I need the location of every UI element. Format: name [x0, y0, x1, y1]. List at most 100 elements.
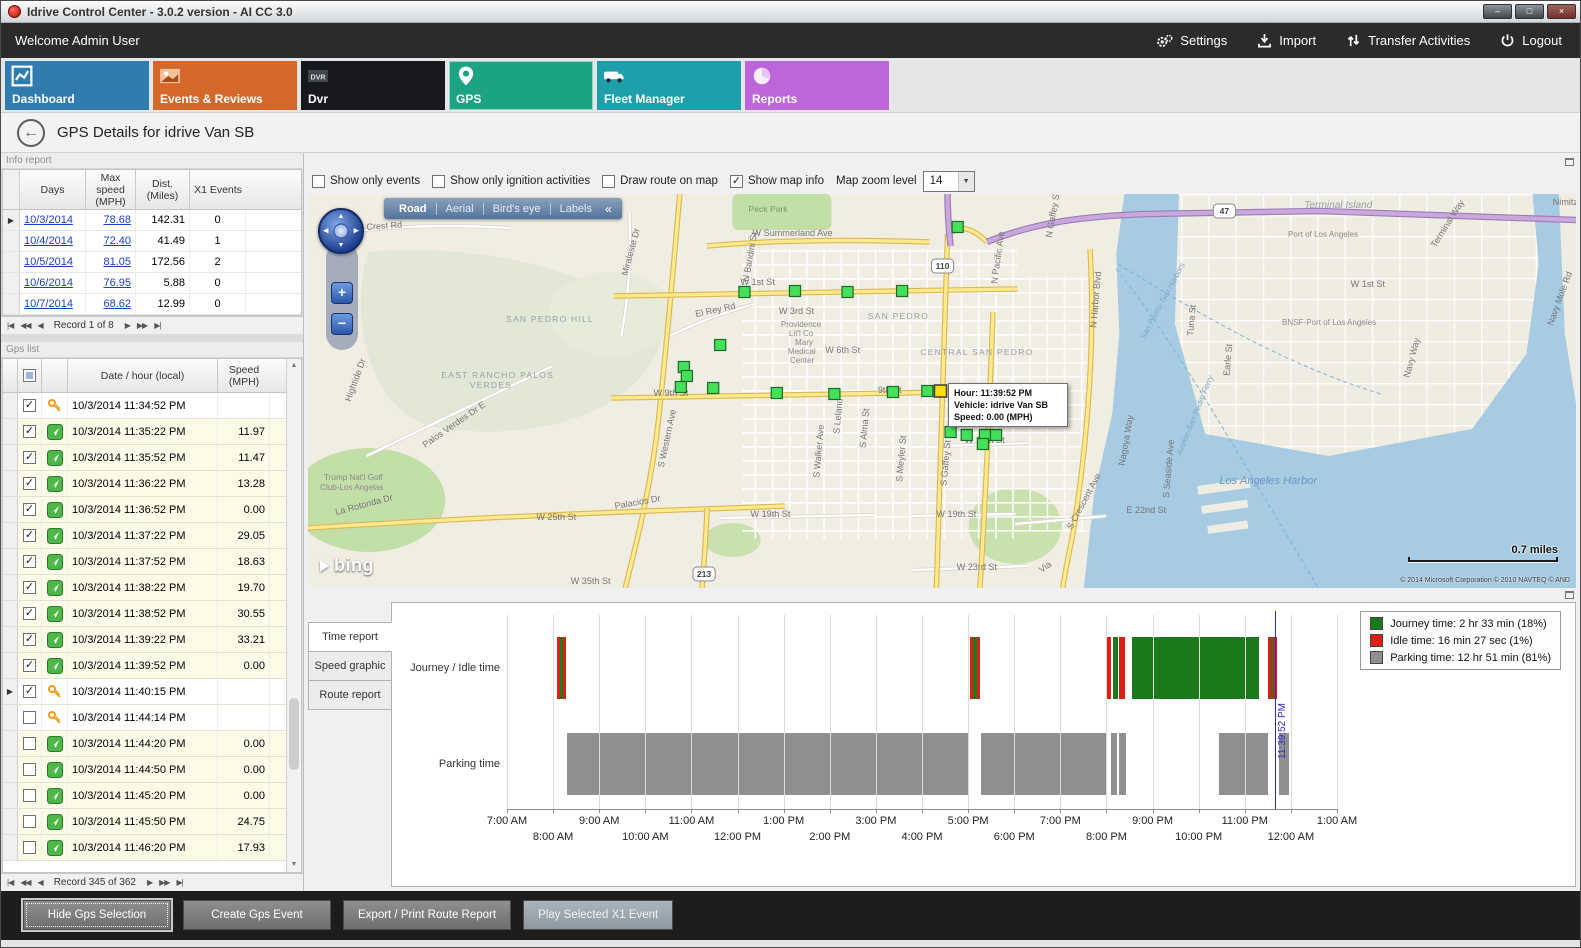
gps-list-row[interactable]: ✓ 10/3/2014 11:36:22 PM 13.28 [3, 471, 286, 497]
row-checkbox[interactable]: ✓ [23, 581, 36, 594]
logout-button[interactable]: Logout [1500, 33, 1562, 48]
row-checkbox[interactable]: ✓ [23, 555, 36, 568]
map-style-tab-aerial[interactable]: Aerial [445, 202, 474, 215]
gps-route-marker[interactable] [951, 220, 964, 234]
gps-route-marker[interactable] [895, 284, 909, 298]
import-button[interactable]: Import [1257, 33, 1316, 48]
column-header-max-speed[interactable]: Max speed (MPH) [86, 170, 136, 209]
gps-list-row[interactable]: 10/3/2014 11:45:20 PM 0.00 [3, 783, 286, 809]
pager-prev-button[interactable]: ◀ [37, 321, 44, 330]
pan-west-icon[interactable]: ◀ [323, 227, 329, 235]
column-header-datetime[interactable]: Date / hour (local) [68, 359, 218, 392]
map-zoom-select[interactable]: 14 ▼ [922, 170, 975, 192]
pan-north-icon[interactable]: ▲ [337, 213, 345, 220]
gps-list-row[interactable]: ✓ 10/3/2014 11:38:22 PM 19.70 [3, 575, 286, 601]
map-compass[interactable]: ▲ ▼ ◀ ▶ [318, 208, 364, 254]
pager-prev-page-button[interactable]: ◀◀ [20, 321, 31, 330]
gps-list-row[interactable]: ✓ 10/3/2014 11:39:22 PM 33.21 [3, 627, 286, 653]
gps-list-row[interactable]: ✓ 10/3/2014 11:36:52 PM 0.00 [3, 497, 286, 523]
max-speed-cell[interactable]: 78.68 [86, 210, 136, 230]
report-tab-time-report[interactable]: Time report [308, 622, 392, 652]
create-gps-event-button[interactable]: Create Gps Event [183, 900, 331, 930]
pager-next-button[interactable]: ▶ [146, 878, 153, 887]
days-link[interactable]: 10/4/2014 [24, 235, 73, 247]
days-cell[interactable]: 10/7/2014 [20, 294, 86, 314]
map-navigation-control[interactable]: ▲ ▼ ◀ ▶ + − [318, 208, 366, 350]
row-checkbox[interactable] [23, 763, 36, 776]
collapse-tabs-icon[interactable]: « [605, 201, 612, 216]
checkbox[interactable] [432, 174, 446, 188]
info-report-row[interactable]: 10/7/2014 68.62 12.99 0 [3, 294, 301, 315]
days-link[interactable]: 10/5/2014 [24, 256, 73, 268]
pager-first-button[interactable]: |◀ [7, 321, 14, 330]
nav-tile-fleet-manager[interactable]: Fleet Manager [597, 60, 741, 110]
pager-last-button[interactable]: ▶| [154, 321, 161, 330]
pager-prev-button[interactable]: ◀ [37, 878, 44, 887]
map-option-show-only-ignition-activities[interactable]: Show only ignition activities [432, 174, 590, 188]
play-selected-x1-event-button[interactable]: Play Selected X1 Event [523, 900, 674, 930]
gps-list-row[interactable]: ✓ 10/3/2014 11:38:52 PM 30.55 [3, 601, 286, 627]
gps-route-marker[interactable] [714, 338, 727, 352]
pan-east-icon[interactable]: ▶ [353, 227, 359, 235]
checkbox[interactable]: ✓ [729, 174, 743, 188]
days-cell[interactable]: 10/3/2014 [20, 210, 86, 230]
settings-button[interactable]: Settings [1155, 33, 1227, 49]
days-cell[interactable]: 10/6/2014 [20, 273, 86, 293]
row-checkbox[interactable] [23, 711, 36, 724]
select-all-checkbox-header[interactable] [18, 359, 42, 392]
hide-gps-selection-button[interactable]: Hide Gps Selection [23, 900, 171, 930]
max-speed-cell[interactable]: 76.95 [86, 273, 136, 293]
gps-list-scrollbar[interactable]: ▲ ▼ [286, 359, 301, 872]
pager-prev-page-button[interactable]: ◀◀ [20, 878, 31, 887]
pan-south-icon[interactable]: ▼ [337, 242, 345, 249]
transfer-activities-button[interactable]: Transfer Activities [1346, 33, 1470, 48]
gps-route-marker[interactable] [921, 384, 934, 398]
row-checkbox[interactable]: ✓ [23, 659, 36, 672]
gps-route-marker[interactable] [886, 385, 900, 399]
scroll-down-icon[interactable]: ▼ [290, 861, 298, 868]
gps-route-marker[interactable] [788, 284, 802, 298]
info-report-row[interactable]: 10/6/2014 76.95 5.88 0 [3, 273, 301, 294]
scrollbar-thumb[interactable] [289, 697, 299, 770]
row-checkbox[interactable]: ✓ [23, 425, 36, 438]
row-checkbox[interactable]: ✓ [23, 451, 36, 464]
row-checkbox[interactable] [23, 737, 36, 750]
map-style-tab-labels[interactable]: Labels [559, 202, 592, 215]
map-option-show-map-info[interactable]: ✓ Show map info [729, 174, 824, 188]
row-checkbox[interactable]: ✓ [23, 477, 36, 490]
minimize-button[interactable]: – [1483, 4, 1512, 19]
gps-list-row[interactable]: ✓ 10/3/2014 11:34:52 PM [3, 393, 286, 419]
gps-route-marker[interactable] [706, 381, 720, 395]
report-tab-speed-graphic[interactable]: Speed graphic [308, 651, 392, 681]
max-speed-link[interactable]: 68.62 [103, 298, 131, 310]
gps-list-row[interactable]: ▶ ✓ 10/3/2014 11:40:15 PM [3, 679, 286, 705]
gps-list-row[interactable]: 10/3/2014 11:45:50 PM 24.75 [3, 809, 286, 835]
nav-tile-events-reviews[interactable]: Events & Reviews [153, 60, 297, 110]
row-checkbox[interactable]: ✓ [23, 529, 36, 542]
column-header-dist[interactable]: Dist. (Miles) [136, 170, 190, 209]
column-header-days[interactable]: Days [20, 170, 86, 209]
info-report-row[interactable]: 10/5/2014 81.05 172.56 2 [3, 252, 301, 273]
checkbox[interactable] [602, 174, 616, 188]
days-link[interactable]: 10/6/2014 [24, 277, 73, 289]
max-speed-cell[interactable]: 68.62 [86, 294, 136, 314]
max-speed-cell[interactable]: 81.05 [86, 252, 136, 272]
map-zoom-in-button[interactable]: + [331, 282, 353, 304]
row-checkbox[interactable]: ✓ [23, 607, 36, 620]
close-button[interactable]: × [1547, 4, 1576, 19]
row-checkbox[interactable] [23, 815, 36, 828]
nav-tile-dashboard[interactable]: Dashboard [5, 60, 149, 110]
gps-list-row[interactable]: ✓ 10/3/2014 11:37:52 PM 18.63 [3, 549, 286, 575]
map-zoom-out-button[interactable]: − [331, 313, 353, 335]
gps-route-marker[interactable] [770, 386, 783, 400]
gps-route-marker[interactable] [674, 380, 687, 394]
gps-route-marker[interactable] [960, 428, 973, 442]
export-print-route-report-button[interactable]: Export / Print Route Report [343, 900, 512, 930]
report-tab-route-report[interactable]: Route report [308, 680, 392, 710]
pager-first-button[interactable]: |◀ [7, 878, 14, 887]
info-report-row[interactable]: ▶ 10/3/2014 78.68 142.31 0 [3, 210, 301, 231]
gps-list-row[interactable]: 10/3/2014 11:44:20 PM 0.00 [3, 731, 286, 757]
chart-panel-maximize-icon[interactable] [1565, 590, 1574, 599]
row-checkbox[interactable] [23, 841, 36, 854]
map-option-draw-route-on-map[interactable]: Draw route on map [602, 174, 718, 188]
